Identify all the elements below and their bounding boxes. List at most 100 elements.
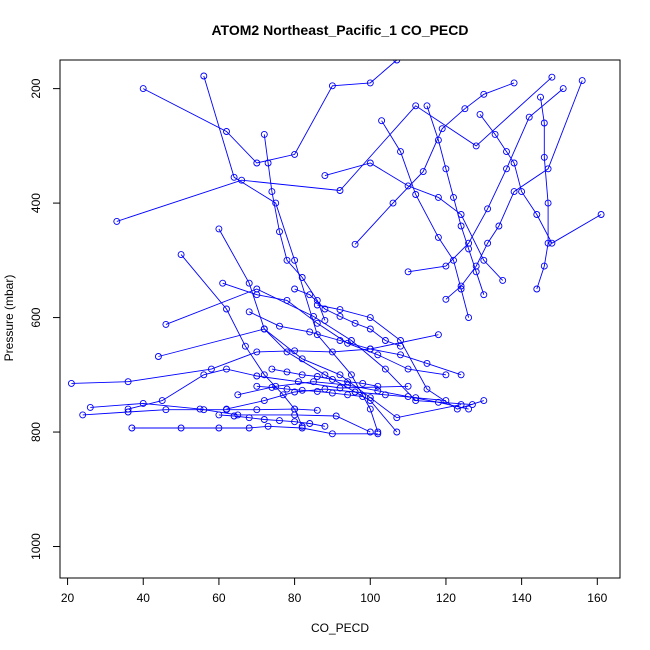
data-point (472, 268, 480, 276)
data-point (434, 331, 442, 339)
series-line (445, 80, 583, 300)
data-point (465, 314, 473, 322)
data-point (397, 342, 404, 350)
data-point (264, 159, 272, 167)
data-point (223, 305, 230, 313)
data-point (461, 105, 469, 113)
series-8 (124, 365, 412, 413)
data-point (332, 412, 340, 420)
data-point (245, 279, 253, 287)
series-5 (177, 251, 306, 430)
series-line (90, 402, 371, 433)
data-point (450, 193, 457, 201)
data-point (268, 383, 276, 391)
series-line (82, 408, 318, 416)
series-line (426, 105, 485, 295)
data-point (533, 211, 541, 218)
series-line (263, 134, 326, 321)
series-line (249, 311, 462, 376)
data-point (328, 389, 336, 397)
data-point (177, 424, 185, 432)
data-point (457, 371, 465, 379)
data-point (298, 424, 306, 432)
data-point (344, 391, 352, 399)
data-point (321, 305, 329, 313)
data-point (465, 405, 473, 413)
data-point (510, 79, 518, 87)
data-point (298, 355, 306, 363)
data-point (480, 256, 488, 264)
series-line (218, 228, 398, 433)
data-point (438, 125, 446, 133)
data-point (423, 359, 431, 367)
series-line (142, 60, 398, 164)
x-tick-label: 140 (512, 591, 532, 605)
data-point (548, 73, 556, 81)
data-point (434, 193, 442, 201)
data-point (276, 417, 283, 425)
data-point (253, 406, 261, 414)
data-point (298, 386, 306, 394)
y-tick-label: 800 (29, 422, 43, 442)
series-line (203, 75, 379, 433)
data-point (393, 428, 401, 436)
series-2 (200, 72, 382, 436)
data-point (291, 150, 299, 158)
y-tick-label: 1000 (29, 533, 43, 560)
data-point (503, 165, 510, 173)
series-line (158, 328, 462, 419)
data-point (366, 345, 374, 353)
data-point (272, 199, 280, 207)
data-point (597, 211, 605, 218)
data-point (283, 256, 291, 264)
data-point (548, 239, 556, 247)
data-point (434, 136, 442, 144)
data-point (283, 348, 291, 356)
series-line (222, 282, 446, 376)
data-point (207, 365, 215, 373)
data-point (291, 418, 299, 426)
data-point (200, 72, 208, 80)
data-point (313, 387, 321, 395)
data-point (215, 225, 223, 233)
data-point (223, 128, 230, 135)
chart-title: ATOM2 Northeast_Pacific_1 CO_PECD (211, 22, 468, 38)
series-18 (442, 77, 586, 303)
data-point (359, 393, 367, 401)
data-point (374, 382, 382, 390)
data-point (310, 312, 317, 320)
data-point (260, 325, 268, 333)
data-point (321, 316, 329, 324)
data-point (374, 428, 382, 436)
data-point (381, 337, 389, 344)
series-line (116, 76, 553, 222)
x-tick-label: 160 (587, 591, 607, 605)
series-14 (321, 159, 507, 284)
data-point (238, 176, 246, 184)
data-point (67, 379, 75, 387)
data-point (328, 430, 336, 438)
data-point (276, 228, 283, 236)
data-point (260, 371, 268, 379)
data-point (234, 391, 242, 399)
data-point (472, 142, 480, 150)
data-point (412, 102, 420, 110)
data-point (393, 414, 401, 422)
series-line (317, 304, 484, 410)
data-point (559, 85, 567, 93)
data-point (223, 405, 230, 413)
y-tick-label: 200 (29, 78, 43, 98)
data-point (154, 353, 162, 360)
data-point (366, 428, 374, 436)
data-point (241, 342, 249, 350)
series-line (71, 334, 439, 384)
data-point (533, 285, 541, 293)
data-point (544, 239, 552, 247)
y-axis-label: Pressure (mbar) (2, 275, 16, 362)
series-11 (86, 399, 374, 436)
data-point (366, 314, 374, 322)
series-15 (351, 79, 518, 248)
data-point (480, 90, 488, 98)
data-point (294, 378, 302, 386)
